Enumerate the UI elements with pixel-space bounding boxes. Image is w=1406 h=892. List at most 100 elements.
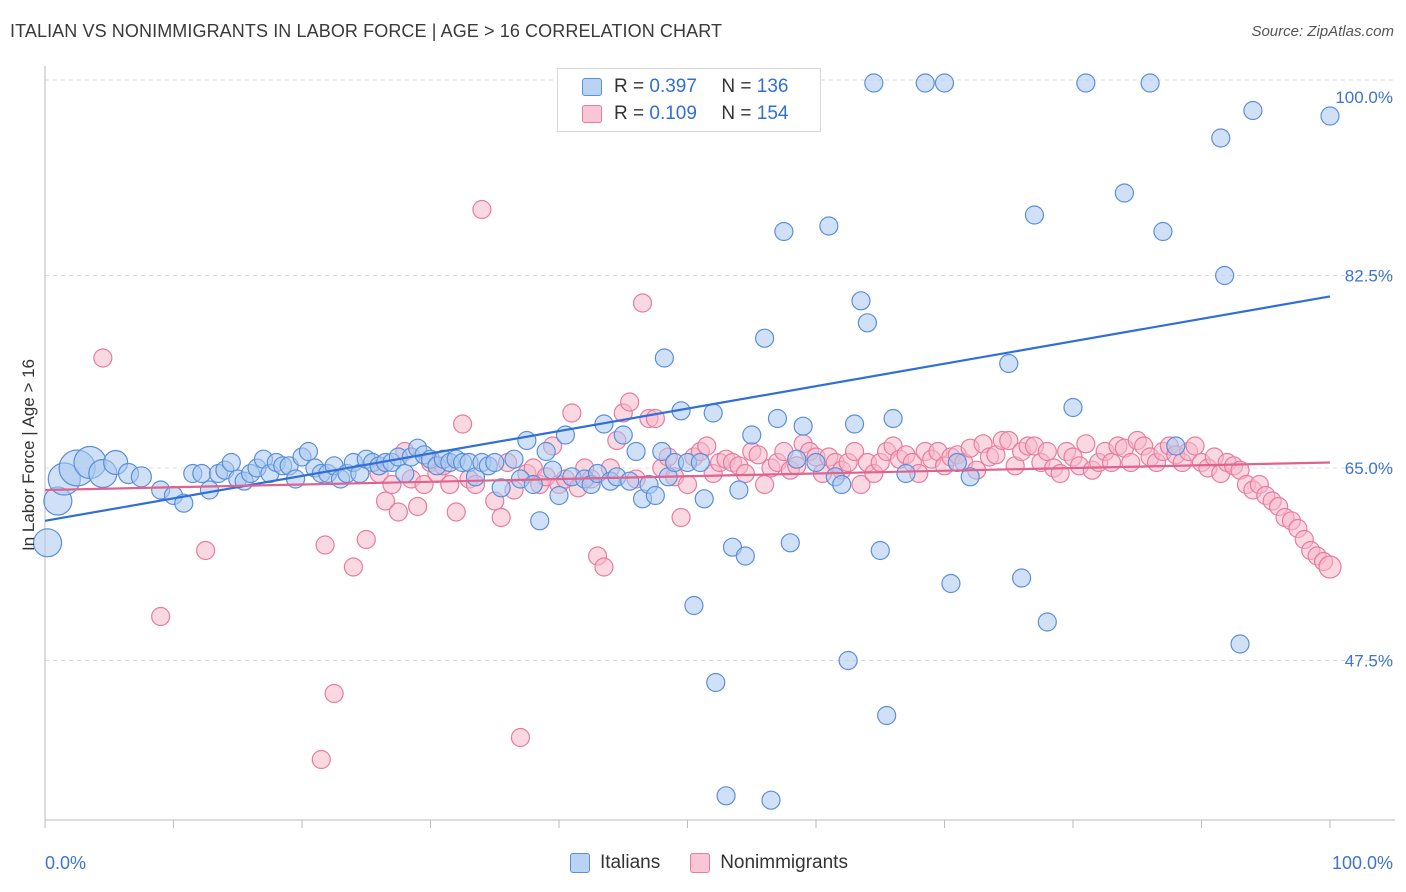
italians-point [221,452,241,473]
nonimmigrants-point [472,199,492,220]
nonimmigrants-point [1037,441,1057,462]
legend-label-italians: Italians [600,852,661,873]
italians-point [947,452,967,473]
italians-point [530,511,550,531]
italians-point [654,348,674,368]
italians-point [857,313,878,333]
italians-point [934,73,955,93]
italians-point [130,466,152,488]
italians-point [851,291,871,311]
legend-item-italians: Italians [570,852,660,874]
italians-point [1243,100,1263,121]
italians-point [1140,73,1160,93]
italians-point [896,463,916,484]
italians-point [864,73,884,93]
italians-point [1114,183,1135,203]
r-value: 0.109 [649,103,697,124]
source-attribution: Source: ZipAtlas.com [1251,23,1394,40]
nonimmigrants-point [491,507,511,528]
italians-point [742,425,762,445]
italians-swatch [570,853,590,873]
nonimmigrants-point [1121,452,1141,473]
legend-item-nonimmigrants: Nonimmigrants [690,852,848,874]
nonimmigrants-point [594,557,614,577]
italians-point [767,408,788,429]
italians-point [1166,436,1186,456]
italians-point [999,353,1019,374]
nonimmigrants-point [851,474,871,495]
y-tick-label: 100.0% [1335,88,1393,107]
nonimmigrants-point [315,535,335,555]
nonimmigrants-point [356,529,376,550]
nonimmigrants-point [440,474,460,495]
n-value: 136 [756,76,789,97]
italians-point [787,449,807,469]
y-tick-labels: 100.0% 82.5% 65.0% 47.5% [1335,88,1393,671]
nonimmigrants-point [677,474,698,495]
italians-point [613,425,633,445]
italians-point [941,573,961,594]
nonimmigrants-point [735,463,755,484]
italians-point [192,463,212,484]
italians-point [1215,265,1235,286]
y-tick-label: 47.5% [1345,652,1393,671]
nonimmigrants-point [382,474,402,495]
nonimmigrants-point [754,474,775,495]
legend-row-nonimmigrants: R = 0.109 N = 154 [582,102,788,126]
italians-point [819,216,839,236]
nonimmigrants-point [375,491,396,511]
italians-point [838,650,858,671]
italians-point [774,221,794,242]
y-axis-label: In Labor Force | Age > 16 [19,359,38,551]
italians-point [832,474,852,495]
italians-point [1230,634,1250,654]
italians-point [703,403,723,423]
n-label: N = [721,76,752,97]
italians-point [761,790,781,810]
trend-lines [44,295,1331,522]
italians-point [1011,568,1032,588]
y-tick-label: 82.5% [1345,267,1393,286]
italians-point [174,493,194,513]
italians-point [523,474,543,495]
nonimmigrants-point [1101,452,1122,473]
italians-point [652,441,672,462]
grid-lines [45,79,1395,661]
nonimmigrants-point [408,496,428,517]
italians-point [716,786,736,806]
nonimmigrants-point [697,436,717,456]
italians-point [626,441,646,462]
italians-point [517,430,537,451]
italians-point [1211,128,1231,148]
r-label: R = [614,103,645,124]
nonimmigrants-point [844,441,865,462]
italians-point [690,452,710,473]
nonimmigrants-point [748,445,768,465]
legend-row-italians: R = 0.397 N = 136 [582,75,788,99]
nonimmigrants-point [1076,434,1096,454]
n-label: N = [721,103,752,124]
nonimmigrants-point [151,606,171,627]
nonimmigrants-point [453,414,473,434]
nonimmigrants-swatch [582,105,602,123]
nonimmigrants-point [620,392,640,412]
italians-point [549,485,569,506]
nonimmigrants-point [414,474,434,495]
italians-point [298,441,319,462]
italians-point [491,478,511,498]
italians-point [1153,221,1173,242]
chart-title: ITALIAN VS NONIMMIGRANTS IN LABOR FORCE … [10,21,723,41]
italians-point [844,414,865,434]
nonimmigrants-point [999,430,1019,451]
r-label: R = [614,76,645,97]
nonimmigrants-point [671,507,691,528]
y-tick-label: 65.0% [1345,459,1393,478]
n-value: 154 [756,103,789,124]
italians-point [780,533,800,553]
stats-legend: R = 0.397 N = 136 R = 0.109 N = 154 [557,68,821,132]
italians-point [806,452,826,473]
italians-point [706,672,726,693]
nonimmigrants-point [388,502,408,522]
x-tick-label: 100.0% [1332,853,1393,873]
italians-point [729,480,749,500]
